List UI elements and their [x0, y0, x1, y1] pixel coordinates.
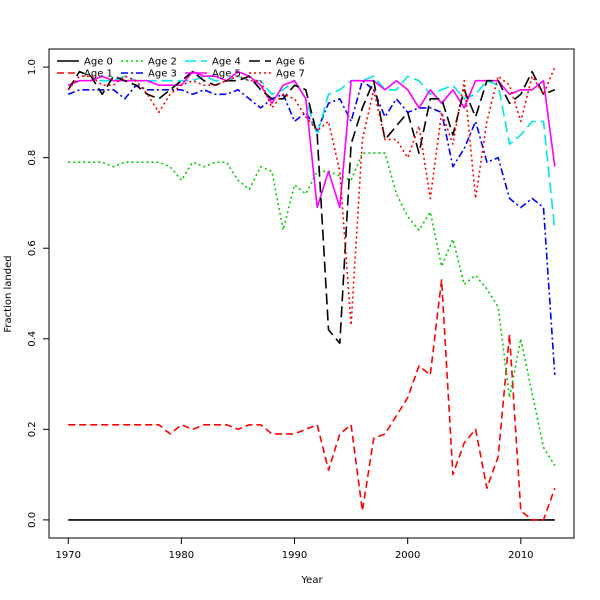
- y-tick-label: 0.2: [27, 421, 38, 437]
- y-tick-label: 0.4: [27, 331, 38, 347]
- series-line-age-6: [67, 70, 556, 345]
- legend-item: Age 6: [249, 57, 305, 68]
- legend-item: Age 5: [185, 69, 241, 80]
- legend-item: Age 7: [249, 69, 305, 80]
- legend-item: Age 1: [57, 69, 113, 80]
- y-tick-label: 0.0: [27, 512, 38, 528]
- x-axis-label: Year: [300, 575, 323, 586]
- legend-label: Age 7: [276, 69, 305, 80]
- legend-label: Age 3: [148, 69, 177, 80]
- legend-label: Age 4: [212, 57, 241, 68]
- plot-frame: [48, 48, 575, 539]
- legend-item: Age 0: [57, 57, 113, 68]
- y-tick-label: 1.0: [27, 59, 38, 75]
- x-tick-label: 1970: [56, 550, 81, 561]
- x-tick-label: 1990: [282, 550, 307, 561]
- series-lines: [67, 66, 556, 521]
- series-line-age-3: [67, 79, 556, 376]
- y-tick-label: 0.6: [27, 240, 38, 256]
- x-tick-label: 1980: [169, 550, 194, 561]
- y-axis: 0.0 0.2 0.4 0.6 0.8 1.0: [27, 59, 49, 528]
- y-axis-label: Fraction landed: [3, 255, 14, 332]
- series-line-age-1: [68, 279, 556, 521]
- y-tick-label: 0.8: [27, 150, 38, 166]
- legend-label: Age 2: [148, 57, 177, 68]
- legend-item: Age 4: [185, 57, 241, 68]
- legend-label: Age 5: [212, 69, 241, 80]
- x-tick-label: 2000: [395, 550, 420, 561]
- legend-item: Age 3: [121, 69, 177, 80]
- series-line-age-7: [67, 66, 556, 327]
- x-axis: 1970 1980 1990 2000 2010: [56, 538, 534, 561]
- series-line-age-2: [68, 152, 556, 467]
- legend-label: Age 6: [276, 57, 305, 68]
- x-tick-label: 2010: [508, 550, 533, 561]
- legend-item: Age 2: [121, 57, 177, 68]
- legend-label: Age 0: [84, 57, 113, 68]
- legend-label: Age 1: [84, 69, 113, 80]
- series-line-age-5: [67, 70, 556, 209]
